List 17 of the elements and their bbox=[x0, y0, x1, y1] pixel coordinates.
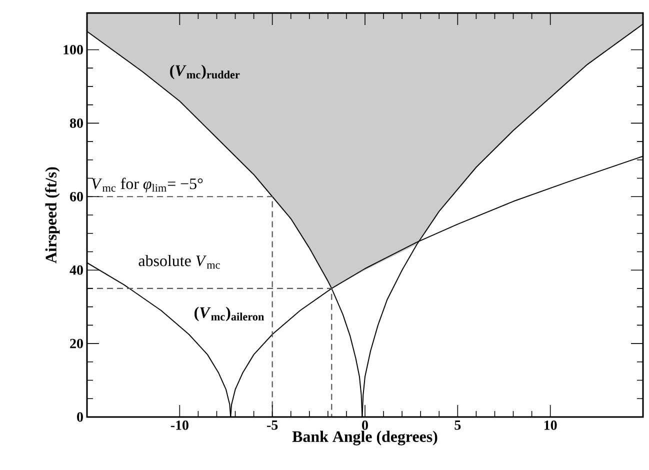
annotation: (V$_{mc}$)$_{rudder}$ bbox=[170, 64, 240, 80]
x-tick-label: 5 bbox=[454, 420, 461, 430]
y-tick-label: 20 bbox=[70, 338, 83, 348]
x-tick-label: 10 bbox=[544, 420, 557, 430]
y-tick-label: 100 bbox=[64, 45, 83, 54]
y-axis-title: Airspeed (ft/s) bbox=[45, 167, 60, 264]
x-tick-label: 0 bbox=[362, 420, 368, 430]
annotation: absolute V$_{mc}$ bbox=[138, 254, 220, 269]
x-tick-label: -5 bbox=[267, 420, 278, 430]
y-tick-label: 0 bbox=[77, 412, 83, 422]
y-tick-label: 40 bbox=[70, 265, 83, 275]
y-tick-label: 80 bbox=[70, 118, 83, 128]
x-axis-title: Bank Angle (degrees) bbox=[292, 430, 438, 446]
y-tick-label: 60 bbox=[70, 192, 83, 202]
annotation: V$_{mc}$ for φ$_{lim}$= −5° bbox=[92, 178, 203, 192]
annotation: (V$_{mc}$)$_{aileron}$ bbox=[194, 306, 264, 322]
x-tick-label: -10 bbox=[170, 420, 188, 430]
